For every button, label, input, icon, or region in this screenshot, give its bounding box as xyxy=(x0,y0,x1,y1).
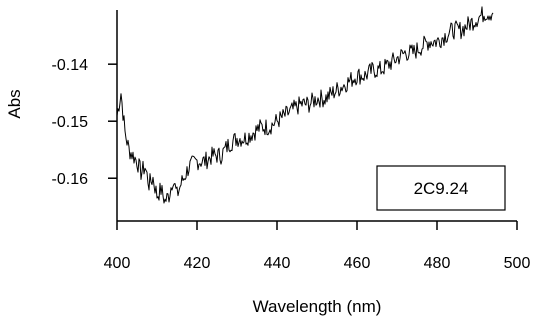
y-tick-label: -0.16 xyxy=(52,171,89,188)
x-tick-label: 480 xyxy=(424,255,451,272)
legend: 2C9.24 xyxy=(376,165,506,211)
plot-area xyxy=(116,6,494,204)
legend-box xyxy=(376,165,506,211)
x-tick-label: 420 xyxy=(184,255,211,272)
series-line-2C9.24 xyxy=(116,6,494,204)
x-axis-ticks: 400 420 440 460 480 500 xyxy=(104,221,531,272)
x-tick-label: 400 xyxy=(104,255,131,272)
y-axis-title: Abs xyxy=(5,89,24,118)
x-tick-label: 440 xyxy=(264,255,291,272)
x-tick-label: 460 xyxy=(344,255,371,272)
y-tick-label: -0.15 xyxy=(52,114,89,131)
x-axis-title: Wavelength (nm) xyxy=(253,297,382,316)
y-tick-label: -0.14 xyxy=(52,57,89,74)
y-axis-ticks: -0.16 -0.15 -0.14 xyxy=(52,57,117,188)
x-tick-label: 500 xyxy=(504,255,531,272)
legend-label: 2C9.24 xyxy=(414,179,469,198)
